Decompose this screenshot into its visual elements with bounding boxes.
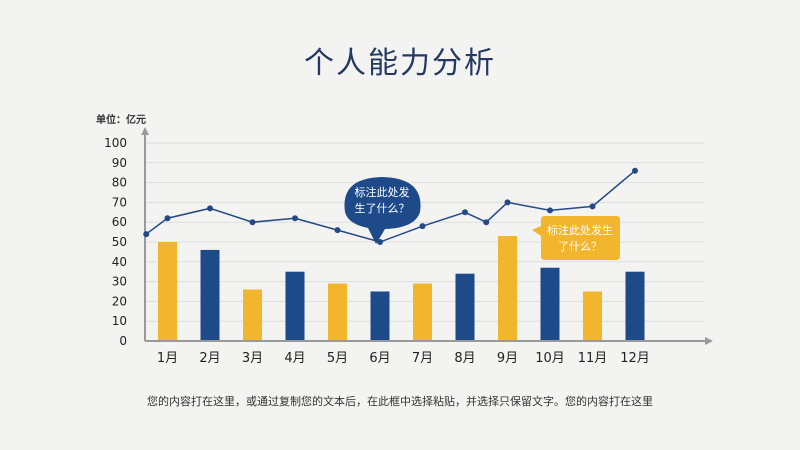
line-point <box>632 167 638 174</box>
x-tick-label: 9月 <box>497 351 518 366</box>
annotation-yellow-line2: 了什么？ <box>558 240 602 253</box>
bar-5月 <box>328 283 347 341</box>
x-tick-label: 1月 <box>157 351 178 366</box>
bars <box>158 236 645 341</box>
line-point <box>377 239 383 245</box>
line-series <box>143 167 638 245</box>
annotation-blue-line2: 生了什么？ <box>355 201 410 215</box>
y-tick-label: 40 <box>112 255 127 269</box>
line-point <box>249 219 256 226</box>
x-tick-label: 12月 <box>620 351 650 366</box>
unit-label: 单位：亿元 <box>96 115 146 126</box>
x-tick-label: 2月 <box>199 351 220 366</box>
y-tick-label: 60 <box>112 215 127 229</box>
annotation-blue: 标注此处发 生了什么？ <box>344 177 421 244</box>
bar-11月 <box>583 291 602 341</box>
x-tick-label: 10月 <box>535 351 565 366</box>
line-point <box>334 227 341 234</box>
y-tick-label: 50 <box>112 235 127 249</box>
annotation-yellow-shape <box>532 216 620 260</box>
x-tick-label: 7月 <box>412 351 433 366</box>
y-tick-label: 70 <box>112 195 127 209</box>
chart-title: 个人能力分析 <box>304 46 496 81</box>
y-tick-label: 80 <box>112 176 127 190</box>
bar-8月 <box>455 273 475 341</box>
bar-4月 <box>285 271 305 341</box>
line-point <box>589 203 596 210</box>
caption-text: 您的内容打在这里，或通过复制您的文本后，在此框中选择粘贴，并选择只保留文字。您的… <box>147 395 653 408</box>
line-point <box>419 223 426 230</box>
bar-9月 <box>498 236 517 341</box>
y-axis-arrow <box>141 127 149 135</box>
bar-12月 <box>625 271 645 341</box>
annotation-yellow-line1: 标注此处发生 <box>547 223 613 237</box>
bar-7月 <box>413 283 432 341</box>
bar-10月 <box>540 267 560 341</box>
bar-3月 <box>243 289 262 341</box>
line-point <box>143 231 150 238</box>
x-tick-label: 6月 <box>369 351 390 366</box>
axes <box>141 127 713 345</box>
line-point <box>547 207 553 214</box>
y-tick-label: 0 <box>119 334 127 348</box>
y-tick-label: 10 <box>112 314 127 328</box>
line-point <box>292 215 298 222</box>
line-point <box>462 209 468 216</box>
x-tick-label: 4月 <box>284 351 305 366</box>
x-tick-label: 5月 <box>327 351 348 366</box>
x-tick-label: 11月 <box>578 351 608 366</box>
y-tick-label: 30 <box>112 275 127 289</box>
grid-lines <box>145 142 705 322</box>
line-point <box>164 215 171 222</box>
y-tick-label: 90 <box>112 156 127 170</box>
bar-1月 <box>158 242 177 341</box>
line-point <box>504 199 511 206</box>
annotation-blue-line1: 标注此处发 <box>355 185 410 199</box>
bar-2月 <box>200 249 220 341</box>
x-tick-labels: 1月 2月 3月 4月 5月 6月 7月 8月 9月 10月 11月 12月 <box>157 351 650 366</box>
line-path <box>145 170 636 243</box>
y-tick-label: 100 <box>104 136 127 150</box>
x-tick-label: 3月 <box>242 351 263 366</box>
y-tick-labels: 0 10 20 30 40 50 60 70 80 90 100 <box>104 136 127 348</box>
y-tick-label: 20 <box>112 294 127 308</box>
x-tick-label: 8月 <box>454 351 475 366</box>
x-axis-arrow <box>705 337 713 345</box>
bar-6月 <box>370 291 390 341</box>
line-point <box>207 205 213 212</box>
line-point <box>483 219 490 226</box>
annotation-blue-shape <box>344 177 421 244</box>
annotation-yellow: 标注此处发生 了什么？ <box>532 216 620 260</box>
